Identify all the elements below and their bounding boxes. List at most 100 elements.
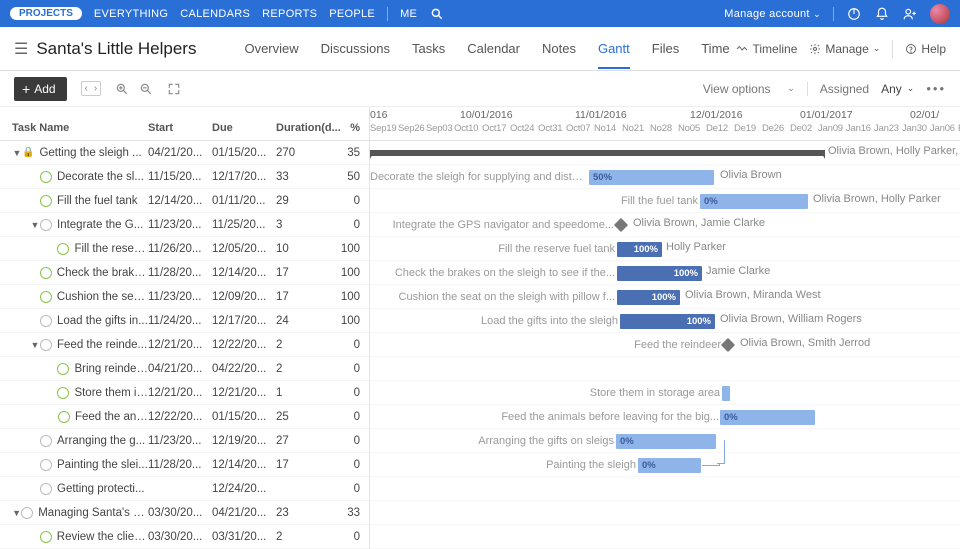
expand-icon[interactable] — [167, 82, 181, 96]
zoom-out-icon[interactable] — [139, 82, 153, 96]
nav-reports[interactable]: REPORTS — [262, 8, 317, 20]
col-header-duration[interactable]: Duration(d... — [276, 122, 336, 134]
task-row[interactable]: Arranging the g...11/23/20...12/19/20...… — [0, 429, 369, 453]
tab-files[interactable]: Files — [652, 28, 679, 69]
gantt-assignee: Olivia Brown, William Rogers — [720, 313, 862, 325]
task-row[interactable]: Fill the fuel tank12/14/20...01/11/20...… — [0, 189, 369, 213]
task-row[interactable]: Decorate the sl...11/15/20...12/17/20...… — [0, 165, 369, 189]
assigned-filter-dropdown[interactable]: Any ⌄ — [881, 82, 914, 96]
gantt-assignee: Holly Parker — [666, 241, 726, 253]
gantt-row: Feed the reindeerOlivia Brown, Smith Jer… — [370, 333, 960, 357]
task-row[interactable]: Painting the slei...11/28/20...12/14/20.… — [0, 453, 369, 477]
nav-calendars[interactable]: CALENDARS — [180, 8, 250, 20]
gantt-bar[interactable] — [370, 150, 825, 156]
manage-dropdown[interactable]: Manage ⌄ — [809, 42, 880, 56]
power-icon[interactable] — [846, 6, 862, 22]
zoom-in-icon[interactable] — [115, 82, 129, 96]
add-button[interactable]: +Add — [14, 77, 67, 101]
gantt-bar[interactable]: 100% — [617, 290, 680, 305]
gantt-assignee: Jamie Clarke — [706, 265, 770, 277]
gantt-bar[interactable]: 0% — [720, 410, 815, 425]
timeline-day: Jan30 — [902, 123, 930, 134]
gantt-bar[interactable]: 100% — [617, 242, 662, 257]
gantt-bar[interactable]: 100% — [620, 314, 715, 329]
timeline-button[interactable]: Timeline — [736, 42, 797, 56]
task-row[interactable]: ▼Integrate the G...11/23/20...11/25/20..… — [0, 213, 369, 237]
add-user-icon[interactable] — [902, 6, 918, 22]
gantt-bar[interactable]: 50% — [589, 170, 714, 185]
timeline-day: De19 — [734, 123, 762, 134]
task-row[interactable]: Review the clien...03/30/20...03/31/20..… — [0, 525, 369, 549]
task-row[interactable]: Fill the reserv...11/26/20...12/05/20...… — [0, 237, 369, 261]
top-nav-bar: PROJECTS EVERYTHING CALENDARS REPORTS PE… — [0, 0, 960, 27]
nav-everything[interactable]: EVERYTHING — [94, 8, 168, 20]
gantt-chart-pane: 01610/01/201611/01/201612/01/201601/01/2… — [370, 107, 960, 549]
tab-overview[interactable]: Overview — [244, 28, 298, 69]
gantt-row: Integrate the GPS navigator and speedome… — [370, 213, 960, 237]
gantt-task-label: Feed the reindeer — [370, 333, 960, 357]
gantt-row — [370, 501, 960, 525]
timeline-day: Jan23 — [874, 123, 902, 134]
project-header: ☰ Santa's Little Helpers Overview Discus… — [0, 27, 960, 71]
bell-icon[interactable] — [874, 6, 890, 22]
task-row[interactable]: Load the gifts in...11/24/20...12/17/20.… — [0, 309, 369, 333]
gantt-bar[interactable]: 0% — [700, 194, 808, 209]
tab-gantt[interactable]: Gantt — [598, 28, 630, 69]
timeline-header: 01610/01/201611/01/201612/01/201601/01/2… — [370, 107, 960, 141]
gantt-bar[interactable] — [722, 386, 730, 401]
timeline-day: No14 — [594, 123, 622, 134]
gantt-bar[interactable]: 0% — [616, 434, 716, 449]
timeline-day: No28 — [650, 123, 678, 134]
gantt-row: Arranging the gifts on sleigs0% — [370, 429, 960, 453]
timeline-month: 016 — [370, 109, 388, 121]
tab-calendar[interactable]: Calendar — [467, 28, 520, 69]
gantt-row: Cushion the seat on the sleigh with pill… — [370, 285, 960, 309]
task-row[interactable]: Store them in...12/21/20...12/21/20...10 — [0, 381, 369, 405]
gantt-row — [370, 477, 960, 501]
tab-tasks[interactable]: Tasks — [412, 28, 445, 69]
col-header-name[interactable]: Task Name — [0, 122, 148, 134]
tab-notes[interactable]: Notes — [542, 28, 576, 69]
tab-time[interactable]: Time — [701, 28, 729, 69]
help-button[interactable]: Help — [905, 42, 946, 56]
gantt-row: Store them in storage area — [370, 381, 960, 405]
gantt-row: Olivia Brown, Holly Parker, — [370, 141, 960, 165]
nav-me[interactable]: ME — [400, 8, 417, 20]
timeline-month: 10/01/2016 — [460, 109, 513, 121]
next-icon[interactable]: › — [94, 83, 97, 94]
gantt-assignee: Olivia Brown, Holly Parker, — [828, 145, 958, 157]
timeline-month: 02/01/ — [910, 109, 939, 121]
timeline-day: Sep19 — [370, 123, 398, 134]
nav-people[interactable]: PEOPLE — [329, 8, 375, 20]
gantt-bar[interactable]: 100% — [617, 266, 702, 281]
tab-discussions[interactable]: Discussions — [321, 28, 390, 69]
gantt-row: Fill the reserve fuel tank100%Holly Park… — [370, 237, 960, 261]
timeline-day: Jan16 — [846, 123, 874, 134]
task-row[interactable]: Getting protecti...12/24/20...0 — [0, 477, 369, 501]
timeline-day: Oct31 — [538, 123, 566, 134]
view-options-dropdown[interactable]: View options ⌄ — [703, 82, 795, 96]
task-row[interactable]: ▼Feed the reinde...12/21/20...12/22/20..… — [0, 333, 369, 357]
project-title: Santa's Little Helpers — [36, 39, 196, 59]
gantt-bar[interactable]: 0% — [638, 458, 701, 473]
manage-account-dropdown[interactable]: Manage account ⌄ — [724, 8, 821, 20]
gantt-row: Decorate the sleigh for supplying and di… — [370, 165, 960, 189]
task-row[interactable]: Bring reindee...04/21/20...04/22/20...20 — [0, 357, 369, 381]
col-header-due[interactable]: Due — [212, 122, 276, 134]
search-icon[interactable] — [429, 6, 445, 22]
task-row[interactable]: Cushion the sea...11/23/20...12/09/20...… — [0, 285, 369, 309]
task-list-header: Task Name Start Due Duration(d... % — [0, 107, 369, 141]
more-icon[interactable]: ••• — [926, 81, 946, 96]
col-header-percent[interactable]: % — [336, 122, 366, 134]
col-header-start[interactable]: Start — [148, 122, 212, 134]
task-row[interactable]: Check the brake...11/28/20...12/14/20...… — [0, 261, 369, 285]
task-row[interactable]: ▼Managing Santa's we...03/30/20...04/21/… — [0, 501, 369, 525]
task-list-pane: Task Name Start Due Duration(d... % ▼🔒Ge… — [0, 107, 370, 549]
menu-icon[interactable]: ☰ — [14, 39, 28, 59]
gantt-row: Painting the sleigh0% — [370, 453, 960, 477]
task-row[interactable]: Feed the ani...12/22/20...01/15/20...250 — [0, 405, 369, 429]
user-avatar[interactable] — [930, 4, 950, 24]
nav-projects[interactable]: PROJECTS — [10, 7, 82, 20]
task-row[interactable]: ▼🔒Getting the sleigh ...04/21/20...01/15… — [0, 141, 369, 165]
timeline-day: No21 — [622, 123, 650, 134]
